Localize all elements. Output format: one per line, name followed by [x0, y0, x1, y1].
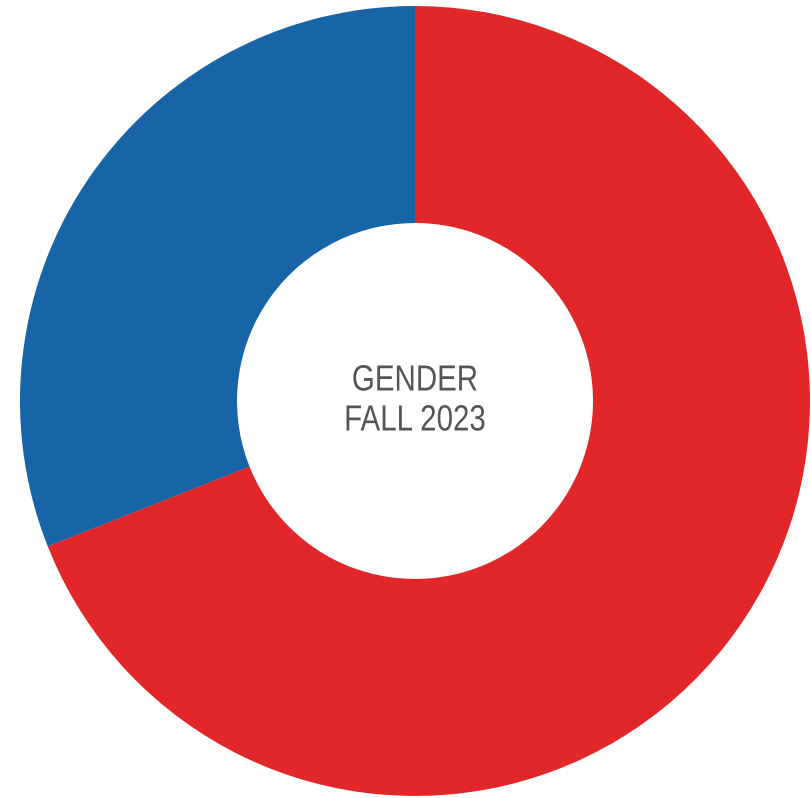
- donut-slice: [20, 6, 415, 547]
- donut-slice: [47, 6, 811, 796]
- center-title: FALL 2023: [344, 398, 486, 438]
- donut: [20, 6, 811, 796]
- center-title: GENDER: [352, 358, 478, 398]
